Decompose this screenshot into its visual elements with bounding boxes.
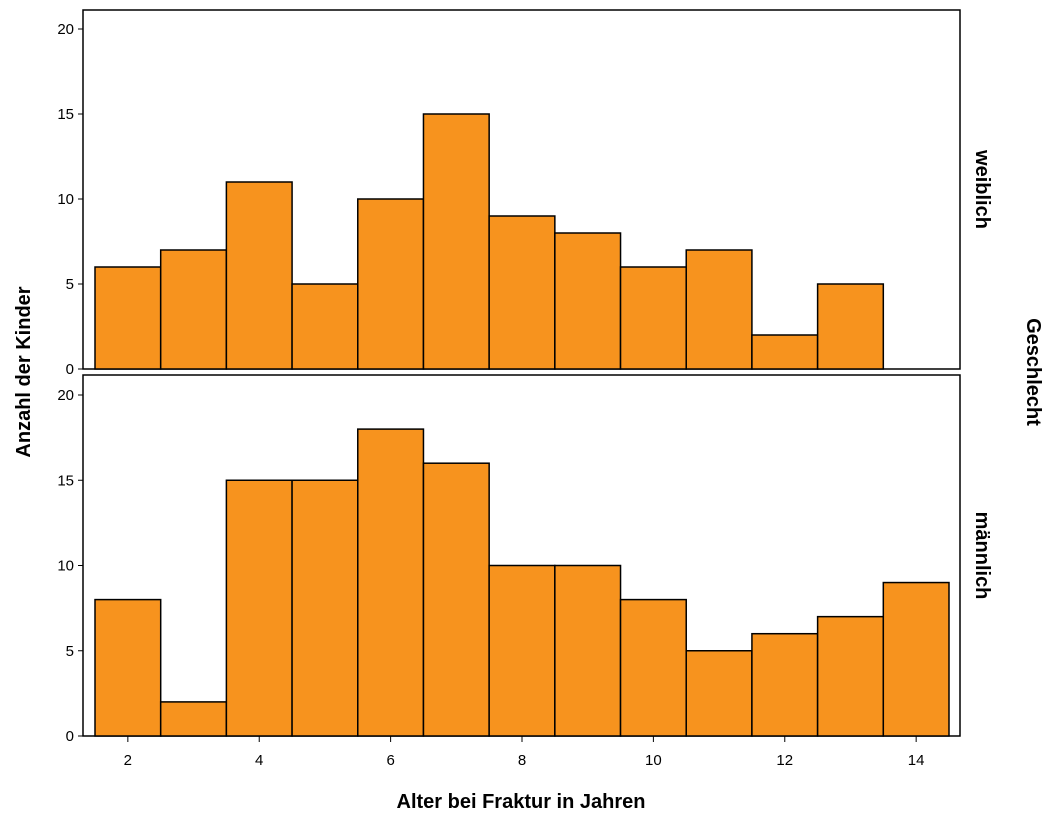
y-axis-title: Anzahl der Kinder — [13, 286, 35, 457]
histogram-bar — [94, 598, 162, 737]
panel-maennlich: 0 5 10 15 20 männlich — [57, 374, 993, 745]
histogram-bar — [422, 113, 490, 370]
histogram-bar — [488, 215, 556, 370]
histogram-bar — [225, 181, 293, 370]
histogram-bar — [291, 283, 359, 370]
histogram-bar — [619, 266, 687, 370]
histogram-bar — [159, 701, 228, 737]
histogram-bar — [751, 632, 819, 737]
x-tick-label: 6 — [386, 752, 394, 769]
histogram-bar — [225, 479, 293, 737]
facet-panel-label: männlich — [971, 512, 993, 600]
x-tick-label: 2 — [124, 752, 132, 769]
histogram-bar — [94, 266, 162, 370]
histogram-bar — [882, 581, 950, 737]
histogram-bar — [816, 615, 885, 737]
x-tick-label: 12 — [776, 752, 793, 769]
y-tick-label: 10 — [57, 558, 74, 575]
panels-layer: 0 5 10 15 20 weiblich 0 5 10 15 20 männlich — [57, 9, 993, 745]
x-tick-label: 8 — [518, 752, 526, 769]
x-tick-label: 4 — [255, 752, 263, 769]
panel-weiblich: 0 5 10 15 20 weiblich — [57, 9, 993, 378]
y-tick-label: 0 — [66, 361, 74, 378]
x-axis: 2 4 6 8 10 12 14 — [124, 736, 925, 769]
x-axis-title: Alter bei Fraktur in Jahren — [397, 791, 646, 813]
facet-title: Geschlecht — [1022, 318, 1044, 426]
histogram-bar — [619, 598, 687, 737]
x-tick-label: 10 — [645, 752, 662, 769]
histogram-bar — [554, 232, 622, 370]
histogram-bar — [291, 479, 359, 737]
y-tick-label: 20 — [57, 387, 74, 404]
histogram-bar — [816, 283, 885, 370]
histogram-bar — [554, 564, 622, 737]
y-tick-label: 10 — [57, 191, 74, 208]
y-tick-label: 5 — [66, 643, 74, 660]
histogram-bar — [159, 249, 228, 370]
histogram-bar — [357, 198, 425, 370]
y-tick-label: 15 — [57, 106, 74, 123]
histogram-bar — [488, 564, 556, 737]
y-tick-label: 20 — [57, 21, 74, 38]
y-tick-label: 15 — [57, 472, 74, 489]
y-tick-label: 5 — [66, 276, 74, 293]
histogram-bar — [422, 462, 490, 737]
y-tick-label: 0 — [66, 728, 74, 745]
facet-panel-label: weiblich — [971, 149, 993, 229]
histogram-bar — [685, 650, 753, 737]
histogram-bar — [751, 334, 819, 370]
histogram-bar — [357, 428, 425, 737]
x-tick-label: 14 — [908, 752, 925, 769]
histogram-bar — [685, 249, 753, 370]
